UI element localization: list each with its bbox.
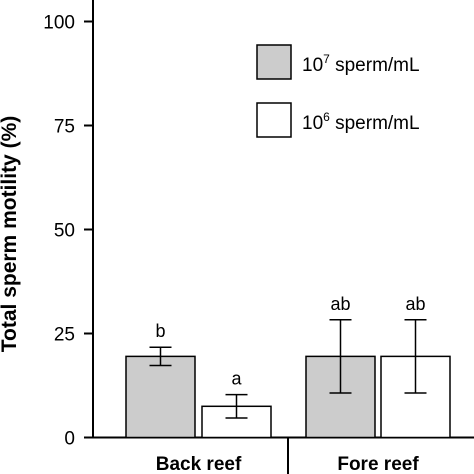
y-axis-ticks: 0 25 50 75 100 [43, 13, 93, 450]
significance-letters: b ab a ab [155, 294, 425, 389]
significance-letter: ab [330, 294, 350, 314]
significance-letter: ab [405, 294, 425, 314]
legend: 107 sperm/mL 106 sperm/mL [256, 44, 420, 138]
legend-swatch [256, 44, 292, 80]
group-label: Back reef [156, 454, 242, 474]
legend-swatch [256, 102, 292, 138]
y-axis-label: Total sperm motility (%) [0, 116, 21, 352]
group-labels: Back reef Fore reef [156, 454, 420, 474]
y-tick-label: 25 [54, 325, 75, 346]
group-label: Fore reef [337, 454, 419, 474]
bars [125, 355, 451, 439]
y-tick-label: 50 [54, 221, 75, 242]
legend-label: 106 sperm/mL [302, 110, 420, 134]
error-bars [149, 319, 427, 419]
legend-label: 107 sperm/mL [302, 52, 420, 76]
bar [125, 355, 196, 439]
significance-letter: b [155, 321, 165, 341]
y-tick-label: 75 [54, 117, 75, 138]
y-tick-label: 0 [64, 429, 75, 450]
significance-letter: a [231, 369, 242, 389]
y-tick-label: 100 [43, 13, 75, 34]
